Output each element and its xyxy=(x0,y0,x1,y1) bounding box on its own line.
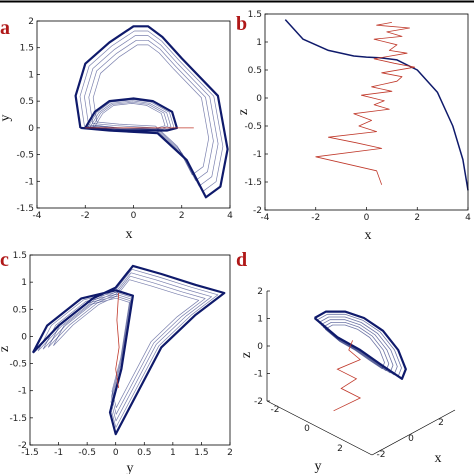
series-d-0-layer-5 xyxy=(324,324,385,370)
xtick3d-label-d-2: 2 xyxy=(438,418,444,428)
ytick-label-b-4: 0 xyxy=(256,94,262,104)
ytick-label-c-4: 0 xyxy=(21,332,27,342)
ytick-label-b-1: -1.5 xyxy=(244,178,262,188)
panel-a: -4 -2 0 2 4 -1.5 -1 -0.5 0 0.5 1 1.5 2 x y a xyxy=(0,17,233,242)
ytick-label-a-2: -0.5 xyxy=(16,151,34,161)
series-b-0 xyxy=(284,19,469,191)
ytick-label-a-6: 1.5 xyxy=(20,44,34,54)
ytick-label-b-2: -1 xyxy=(253,150,262,160)
panel-letter-a: a xyxy=(0,17,10,39)
ytick3d-label-d-1: 0 xyxy=(304,424,310,434)
xtick-label-c-5: 1 xyxy=(170,448,176,458)
ytick-label-b-0: -2 xyxy=(253,206,262,216)
zlabel-d: z xyxy=(239,352,254,358)
xtick-label-a-4: 4 xyxy=(227,211,233,221)
series-c-0-layer-2 xyxy=(42,272,212,422)
series-c-0-layer-3 xyxy=(47,275,206,415)
ytick-label-c-7: 1.5 xyxy=(13,251,27,261)
ytick-label-a-3: 0 xyxy=(28,124,34,134)
ylabel-d: y xyxy=(315,459,322,474)
series-c-0-layer-0 xyxy=(31,264,226,436)
xtick3d-label-d-0: -2 xyxy=(377,450,386,460)
ylabel-c: z xyxy=(0,346,12,352)
series-a-0-layer-1 xyxy=(79,30,224,193)
ytick-label-a-5: 1 xyxy=(28,70,34,80)
series-d-0-layer-4 xyxy=(322,321,390,372)
panel-letter-c: c xyxy=(0,249,9,271)
ylabel-a: y xyxy=(0,115,13,122)
ztick-label-d-3: 1 xyxy=(257,315,263,325)
xtick-label-c-3: 0 xyxy=(113,448,119,458)
ztick-label-d-2: 0 xyxy=(257,342,263,352)
xtick-label-c-1: -1 xyxy=(54,448,63,458)
series-d-0-layer-0 xyxy=(313,310,407,380)
xtick-label-a-1: -2 xyxy=(81,211,90,221)
series-c-1 xyxy=(115,292,120,389)
ylabel-b: z xyxy=(236,109,251,115)
xtick-label-a-0: -4 xyxy=(33,211,42,221)
xtick-label-b-1: -2 xyxy=(311,213,320,223)
xlabel-b: x xyxy=(365,228,372,243)
series-a-0-layer-0 xyxy=(74,25,229,199)
x-axis-d xyxy=(371,409,456,456)
xtick-label-c-0: -1.5 xyxy=(21,448,39,458)
ytick-label-b-3: -0.5 xyxy=(244,122,262,132)
panel-d: -2 -1 0 1 2 -2 0 2 -2 0 2 z y x d xyxy=(236,249,456,474)
ytick-label-c-0: -2 xyxy=(18,441,27,451)
axes-c xyxy=(29,254,231,446)
ytick-label-c-5: 0.5 xyxy=(13,305,27,315)
ztick-label-d-1: -1 xyxy=(254,370,263,380)
ytick-label-a-7: 2 xyxy=(28,17,34,27)
xtick-label-b-4: 4 xyxy=(465,213,471,223)
series-a-1-layer-2 xyxy=(90,100,172,130)
series-d-0-layer-2 xyxy=(318,316,398,376)
ytick-label-b-7: 1.5 xyxy=(248,10,262,20)
series-a-0-layer-4 xyxy=(92,44,210,176)
series-c-0-layer-1 xyxy=(37,268,219,428)
ytick-label-a-4: 0.5 xyxy=(20,97,34,107)
xtick-label-c-2: -0.5 xyxy=(78,448,96,458)
panel-letter-b: b xyxy=(236,13,247,35)
series-d-0-layer-1 xyxy=(316,313,402,378)
xtick-label-c-7: 2 xyxy=(227,448,233,458)
panel-c: -1.5 -1 -0.5 0 0.5 1 1.5 2-2-1.5-1-0.500.511.5y… xyxy=(0,249,233,474)
ytick-label-b-5: 0.5 xyxy=(248,66,262,76)
y-axis-d xyxy=(266,400,373,456)
ytick-label-c-1: -1.5 xyxy=(9,414,27,424)
series-a-1-layer-1 xyxy=(87,99,175,131)
series-a-0-layer-2 xyxy=(84,35,219,187)
ytick-label-a-0: -1.5 xyxy=(16,204,34,214)
ztick-label-d-4: 2 xyxy=(257,287,263,297)
axes-a xyxy=(36,20,231,209)
series-a-1-layer-0 xyxy=(84,97,178,132)
ytick-label-a-1: -1 xyxy=(25,177,34,187)
ytick3d-label-d-2: 2 xyxy=(337,444,343,454)
xtick-label-c-6: 1.5 xyxy=(194,448,208,458)
ytick-label-c-2: -1 xyxy=(18,387,27,397)
series-a-1-layer-4 xyxy=(95,103,166,129)
series-d-0-layer-3 xyxy=(320,319,394,374)
series-c-0-layer-4 xyxy=(53,279,200,408)
xlabel-c: y xyxy=(127,461,134,474)
xtick-label-a-3: 2 xyxy=(179,211,185,221)
ytick-label-b-6: 1 xyxy=(256,38,262,48)
series-b-1 xyxy=(315,22,416,185)
panel-letter-d: d xyxy=(236,249,247,271)
xlabel-d: x xyxy=(435,451,442,466)
series-d-1 xyxy=(333,340,362,412)
xtick3d-label-d-1: 0 xyxy=(408,434,414,444)
series-a-0-layer-3 xyxy=(88,39,214,181)
ytick-label-c-6: 1 xyxy=(21,278,27,288)
xtick-label-a-2: 0 xyxy=(131,211,137,221)
ztick-label-d-0: -2 xyxy=(254,397,263,407)
xtick-label-b-0: -4 xyxy=(261,213,270,223)
xlabel-a: x xyxy=(126,227,133,242)
xtick-label-b-3: 2 xyxy=(414,213,420,223)
ytick-label-c-3: -0.5 xyxy=(9,360,27,370)
ytick3d-label-d-0: -2 xyxy=(271,405,280,415)
xtick-label-b-2: 0 xyxy=(364,213,370,223)
xtick-label-c-4: 0.5 xyxy=(137,448,151,458)
